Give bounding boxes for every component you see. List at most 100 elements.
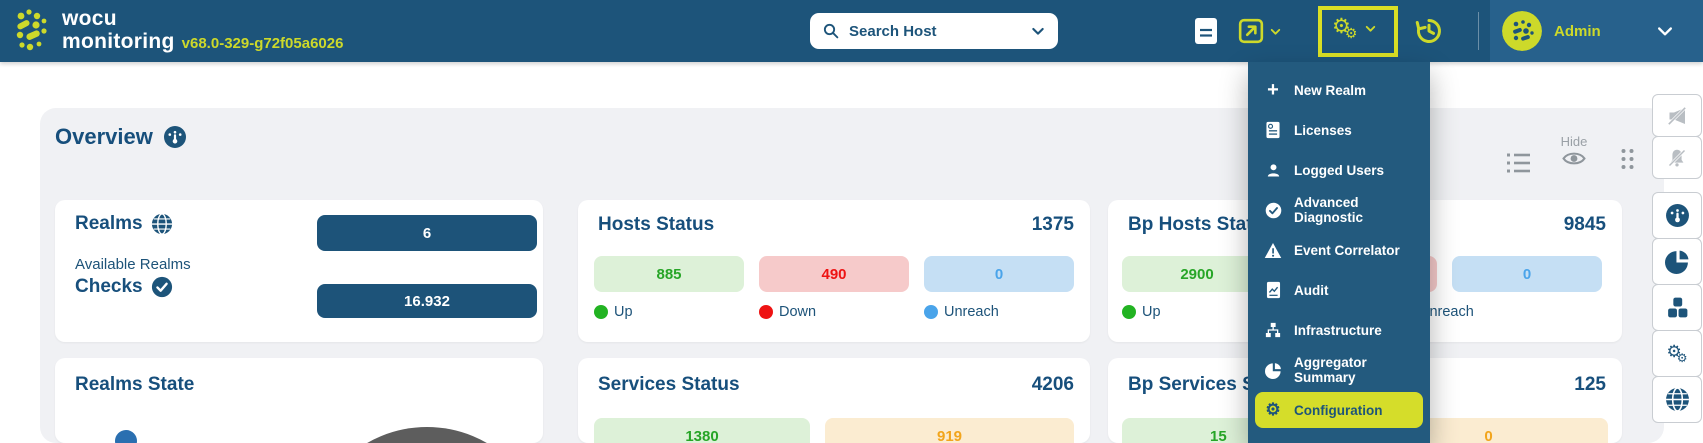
card-title: Services Status [598,374,740,395]
mute-notifications-button[interactable] [1652,136,1702,179]
navbar: wocu monitoring v68.0-329-g72f05a6026 Se… [0,0,1703,62]
pie-chart-icon [1264,361,1282,379]
card-total: 125 [1574,374,1606,395]
toolbar-realms-button[interactable] [1652,376,1702,423]
version-label: v68.0-329-g72f05a6026 [181,35,344,52]
available-realms-label: Available Realms [75,256,191,273]
gear-icon: ⚙ [1265,400,1281,419]
realms-value-pill[interactable]: 6 [317,215,537,251]
down-dot [759,305,773,319]
checks-value-pill[interactable]: 16.932 [317,284,537,318]
search-icon [823,23,839,39]
bp-hosts-up-pill[interactable]: 2900 [1122,256,1272,292]
page-title: Overview [55,124,187,150]
hide-widget-button[interactable]: Hide [1548,134,1600,167]
user-name: Admin [1554,22,1601,40]
toolbar-dashboard-button[interactable] [1652,192,1702,239]
system-settings-dropdown: + New Realm Licenses Logged Users [1248,62,1430,443]
external-link-icon [1238,18,1264,44]
card-total: 4206 [1031,374,1074,395]
realms-label-row: Realms [75,213,173,235]
drag-dots-icon [1621,149,1634,169]
up-dot [1122,305,1136,319]
toolbar-settings-button[interactable]: ⚙ ⚙ [1652,330,1702,377]
chevron-down-icon [1658,27,1672,36]
wocu-logo-icon [16,9,47,51]
card-total: 9845 [1563,214,1606,235]
dashboard-gauge-icon [163,126,186,148]
chevron-down-icon [1366,25,1376,32]
documentation-button[interactable] [1194,17,1218,45]
check-circle-icon [1264,201,1282,219]
plus-icon: + [1267,79,1279,101]
check-circle-icon [151,276,172,298]
up-dot [594,305,608,319]
menu-item-new-realm[interactable]: + New Realm [1248,70,1430,110]
cubes-icon [1667,297,1687,318]
card-title: Bp Hosts Status [1128,214,1275,235]
menu-item-logged-users[interactable]: Logged Users [1248,150,1430,190]
menu-item-infrastructure[interactable]: Infrastructure [1248,310,1430,350]
menu-item-licenses[interactable]: Licenses [1248,110,1430,150]
user-icon [1264,161,1282,179]
realms-state-donut-chart [307,427,543,443]
brand[interactable]: wocu monitoring v68.0-329-g72f05a6026 [14,7,343,53]
book-icon [1195,18,1217,44]
mute-announcements-button[interactable] [1652,94,1702,137]
hosts-down-pill[interactable]: 490 [759,256,909,292]
widget-list-button[interactable] [1506,152,1532,174]
user-menu[interactable]: Admin [1490,0,1703,62]
realms-state-legend-dot [115,430,137,443]
dashboard-gauge-icon [1665,204,1689,227]
toolbar-packages-button[interactable] [1652,284,1702,331]
checks-label-row: Checks [75,276,173,298]
license-icon [1264,121,1282,139]
chevron-down-icon [1032,27,1044,35]
audit-icon [1264,281,1282,299]
megaphone-off-icon [1666,105,1688,126]
card-total: 1375 [1031,214,1074,235]
card-title: Realms State [75,374,195,395]
bell-off-icon [1667,148,1687,167]
drag-handle[interactable] [1620,148,1635,170]
avatar [1502,11,1542,51]
menu-item-event-correlator[interactable]: Event Correlator [1248,230,1430,270]
menu-item-advanced-diagnostic[interactable]: Advanced Diagnostic [1248,190,1430,230]
legend-down: Down [759,304,816,320]
bp-hosts-unreach-pill[interactable]: 0 [1452,256,1602,292]
services-ok-pill[interactable]: 1380 [594,418,810,443]
history-button[interactable] [1414,16,1444,46]
menu-item-aggregator-summary[interactable]: Aggregator Summary [1248,350,1430,390]
card-title: Hosts Status [598,214,715,235]
history-icon [1415,19,1441,43]
search-host-combobox[interactable]: Search Host [810,13,1058,49]
hosts-up-pill[interactable]: 885 [594,256,744,292]
realms-label: Realms [75,213,143,234]
gears-icon: ⚙ ⚙ [1332,15,1358,41]
external-link-button[interactable] [1238,18,1282,44]
navbar-divider [1478,12,1479,50]
services-warning-pill[interactable]: 919 [825,418,1074,443]
realms-card: Realms 6 Available Realms Checks 16.932 [55,200,543,342]
legend-up: Up [1122,304,1161,320]
legend-unreach: Unreach [924,304,999,320]
list-icon [1507,153,1530,173]
unreach-dot [924,305,938,319]
hosts-status-card: Hosts Status 1375 885 490 0 Up Down Unre… [578,200,1090,342]
menu-item-configuration[interactable]: ⚙ Configuration [1255,392,1423,428]
globe-icon [1665,387,1689,412]
system-settings-menu-button[interactable]: ⚙ ⚙ [1332,16,1377,40]
services-status-card: Services Status 4206 1380 919 [578,358,1090,443]
sitemap-icon [1264,321,1282,339]
toolbar-aggregator-button[interactable] [1652,238,1702,285]
annotation-highlight-box [1318,6,1398,57]
search-placeholder: Search Host [849,22,937,40]
brand-line2: monitoring [62,30,175,53]
gears-icon: ⚙ ⚙ [1666,342,1688,365]
realms-state-card: Realms State [55,358,543,443]
menu-item-audit[interactable]: Audit [1248,270,1430,310]
globe-icon [151,213,172,235]
pie-chart-icon [1664,250,1688,274]
hosts-unreach-pill[interactable]: 0 [924,256,1074,292]
